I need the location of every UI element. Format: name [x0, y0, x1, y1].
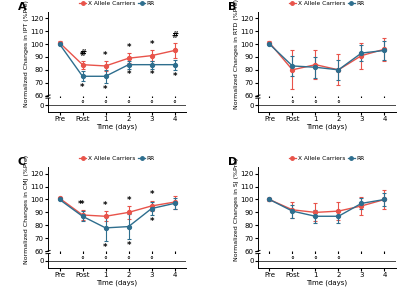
Y-axis label: Normalized Changes in CMJ (%Pre): Normalized Changes in CMJ (%Pre) — [24, 155, 29, 264]
Text: D: D — [228, 157, 237, 167]
X-axis label: Time (days): Time (days) — [306, 279, 348, 285]
Text: *: * — [80, 51, 85, 59]
Text: °: ° — [150, 101, 154, 110]
Text: #: # — [79, 49, 86, 58]
Text: °: ° — [80, 256, 84, 265]
Text: °: ° — [290, 101, 294, 110]
Text: *: * — [126, 241, 131, 250]
Legend: X Allele Carriers, RR: X Allele Carriers, RR — [288, 155, 366, 163]
Text: °: ° — [336, 101, 340, 110]
Text: *: * — [80, 200, 85, 208]
Text: A: A — [18, 2, 26, 12]
X-axis label: Time (days): Time (days) — [96, 123, 138, 130]
Text: *: * — [149, 40, 154, 49]
Text: C: C — [18, 157, 26, 167]
Text: *: * — [103, 243, 108, 252]
X-axis label: Time (days): Time (days) — [306, 123, 348, 130]
Text: °: ° — [127, 256, 130, 265]
Y-axis label: Normalized Changes in RTD (%Pre): Normalized Changes in RTD (%Pre) — [234, 0, 239, 109]
Text: *: * — [126, 71, 131, 79]
Text: °: ° — [80, 101, 84, 110]
Text: *: * — [103, 51, 108, 59]
Legend: X Allele Carriers, RR: X Allele Carriers, RR — [288, 0, 366, 7]
Text: °: ° — [104, 256, 108, 265]
Text: °: ° — [336, 256, 340, 265]
Text: *: * — [103, 85, 108, 94]
Text: °: ° — [314, 256, 317, 265]
Y-axis label: Normalized Changes in SJ (%Pre): Normalized Changes in SJ (%Pre) — [234, 158, 239, 261]
Text: *: * — [126, 196, 131, 205]
Text: *: * — [149, 191, 154, 200]
Text: *: * — [126, 43, 131, 52]
Text: °: ° — [104, 101, 108, 110]
Legend: X Allele Carriers, RR: X Allele Carriers, RR — [78, 0, 156, 7]
Text: *: * — [172, 72, 177, 81]
Text: °: ° — [173, 101, 176, 110]
Text: °: ° — [150, 256, 154, 265]
Text: *: * — [78, 200, 82, 208]
Text: °: ° — [127, 101, 130, 110]
Text: #: # — [171, 31, 178, 39]
Text: *: * — [149, 71, 154, 79]
Text: *: * — [80, 83, 85, 92]
Text: B: B — [228, 2, 236, 12]
Text: °: ° — [290, 256, 294, 265]
Text: *: * — [149, 217, 154, 226]
X-axis label: Time (days): Time (days) — [96, 279, 138, 285]
Legend: X Allele Carriers, RR: X Allele Carriers, RR — [78, 155, 156, 163]
Text: °: ° — [314, 101, 317, 110]
Y-axis label: Normalized Changes in IPT (%Pre): Normalized Changes in IPT (%Pre) — [24, 0, 29, 107]
Text: *: * — [103, 201, 108, 210]
